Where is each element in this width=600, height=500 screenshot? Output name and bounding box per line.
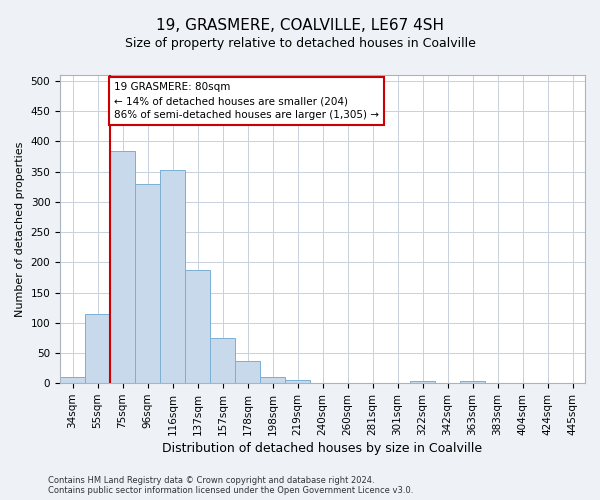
Bar	[110, 150, 135, 383]
Bar	[160, 170, 185, 383]
Bar	[60, 377, 85, 383]
Bar	[235, 361, 260, 383]
Bar	[285, 380, 310, 383]
Bar	[460, 382, 485, 383]
Text: 19, GRASMERE, COALVILLE, LE67 4SH: 19, GRASMERE, COALVILLE, LE67 4SH	[156, 18, 444, 32]
Text: Contains HM Land Registry data © Crown copyright and database right 2024.: Contains HM Land Registry data © Crown c…	[48, 476, 374, 485]
Bar	[210, 338, 235, 383]
X-axis label: Distribution of detached houses by size in Coalville: Distribution of detached houses by size …	[163, 442, 482, 455]
Y-axis label: Number of detached properties: Number of detached properties	[15, 142, 25, 317]
Text: Contains public sector information licensed under the Open Government Licence v3: Contains public sector information licen…	[48, 486, 413, 495]
Text: 19 GRASMERE: 80sqm
← 14% of detached houses are smaller (204)
86% of semi-detach: 19 GRASMERE: 80sqm ← 14% of detached hou…	[114, 82, 379, 120]
Bar	[185, 270, 210, 383]
Text: Size of property relative to detached houses in Coalville: Size of property relative to detached ho…	[125, 38, 475, 51]
Bar	[85, 314, 110, 383]
Bar	[135, 184, 160, 383]
Bar	[260, 377, 285, 383]
Bar	[410, 382, 435, 383]
